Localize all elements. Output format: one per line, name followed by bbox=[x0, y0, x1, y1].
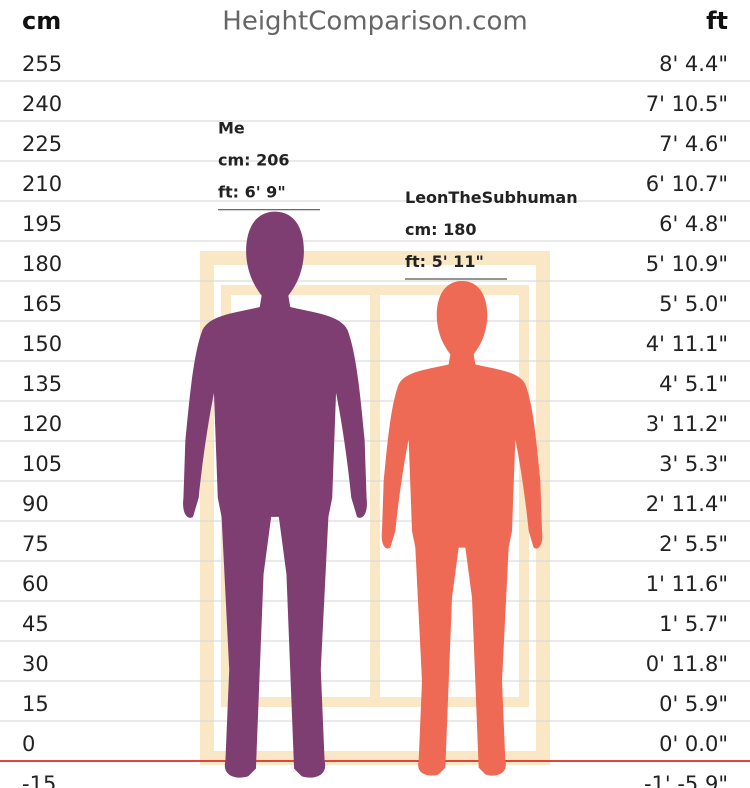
y-tick-label: 135 bbox=[22, 372, 62, 396]
y2-tick-label: 6' 10.7" bbox=[646, 172, 728, 196]
y-tick-label: 240 bbox=[22, 92, 62, 116]
y2-tick-label: 3' 5.3" bbox=[659, 452, 728, 476]
y-tick-label: 90 bbox=[22, 492, 49, 516]
y2-tick-label: 1' 11.6" bbox=[646, 572, 728, 596]
y2-tick-label: 4' 11.1" bbox=[646, 332, 728, 356]
y2-tick-label: 0' 5.9" bbox=[659, 692, 728, 716]
y2-tick-label: 3' 11.2" bbox=[646, 412, 728, 436]
y2-tick-label: 7' 10.5" bbox=[646, 92, 728, 116]
y2-tick-label: 2' 5.5" bbox=[659, 532, 728, 556]
y-tick-label: 75 bbox=[22, 532, 49, 556]
y2-tick-label: 6' 4.8" bbox=[659, 212, 728, 236]
person-name: LeonTheSubhuman bbox=[405, 188, 578, 207]
y2-tick-label: 8' 4.4" bbox=[659, 52, 728, 76]
person-name: Me bbox=[218, 119, 245, 138]
y-tick-label: 30 bbox=[22, 652, 49, 676]
y2-tick-label: 2' 11.4" bbox=[646, 492, 728, 516]
ft-label: ft: 6' 9" bbox=[218, 183, 286, 202]
ft-label: ft: 5' 11" bbox=[405, 252, 484, 271]
y2-tick-label: 1' 5.7" bbox=[659, 612, 728, 636]
y-tick-label: 120 bbox=[22, 412, 62, 436]
y-tick-label: 45 bbox=[22, 612, 49, 636]
y-tick-label: 150 bbox=[22, 332, 62, 356]
y2-tick-label: 4' 5.1" bbox=[659, 372, 728, 396]
y-tick-label: 195 bbox=[22, 212, 62, 236]
y-tick-label: 165 bbox=[22, 292, 62, 316]
y2-tick-label: 5' 5.0" bbox=[659, 292, 728, 316]
y2-tick-label: 0' 11.8" bbox=[646, 652, 728, 676]
cm-label: cm: 206 bbox=[218, 151, 290, 170]
y-tick-label: 255 bbox=[22, 52, 62, 76]
y-axis-label: cm bbox=[22, 7, 61, 35]
y-tick-label: 15 bbox=[22, 692, 49, 716]
person-silhouette bbox=[381, 281, 543, 776]
y-tick-label: 105 bbox=[22, 452, 62, 476]
cm-label: cm: 180 bbox=[405, 220, 477, 239]
ticks: 2552402252101951801651501351201059075604… bbox=[22, 52, 728, 788]
figures: Me cm: 206 ft: 6' 9" LeonTheSubhuman cm: 180… bbox=[183, 119, 578, 778]
y2-tick-label: 0' 0.0" bbox=[659, 732, 728, 756]
y-tick-label: 60 bbox=[22, 572, 49, 596]
y2-axis-label: ft bbox=[706, 7, 728, 35]
grid bbox=[0, 80, 750, 762]
y-tick-label: 0 bbox=[22, 732, 35, 756]
y2-tick-label: 5' 10.9" bbox=[646, 252, 728, 276]
y-tick-label: 210 bbox=[22, 172, 62, 196]
y-tick-label: -15 bbox=[22, 772, 56, 788]
y2-tick-label: 7' 4.6" bbox=[659, 132, 728, 156]
y-tick-label: 180 bbox=[22, 252, 62, 276]
person-silhouette bbox=[183, 211, 367, 778]
y2-tick-label: -1' -5.9" bbox=[644, 772, 728, 788]
y-tick-label: 225 bbox=[22, 132, 62, 156]
door-frame bbox=[200, 251, 550, 765]
chart-title: HeightComparison.com bbox=[222, 7, 527, 37]
